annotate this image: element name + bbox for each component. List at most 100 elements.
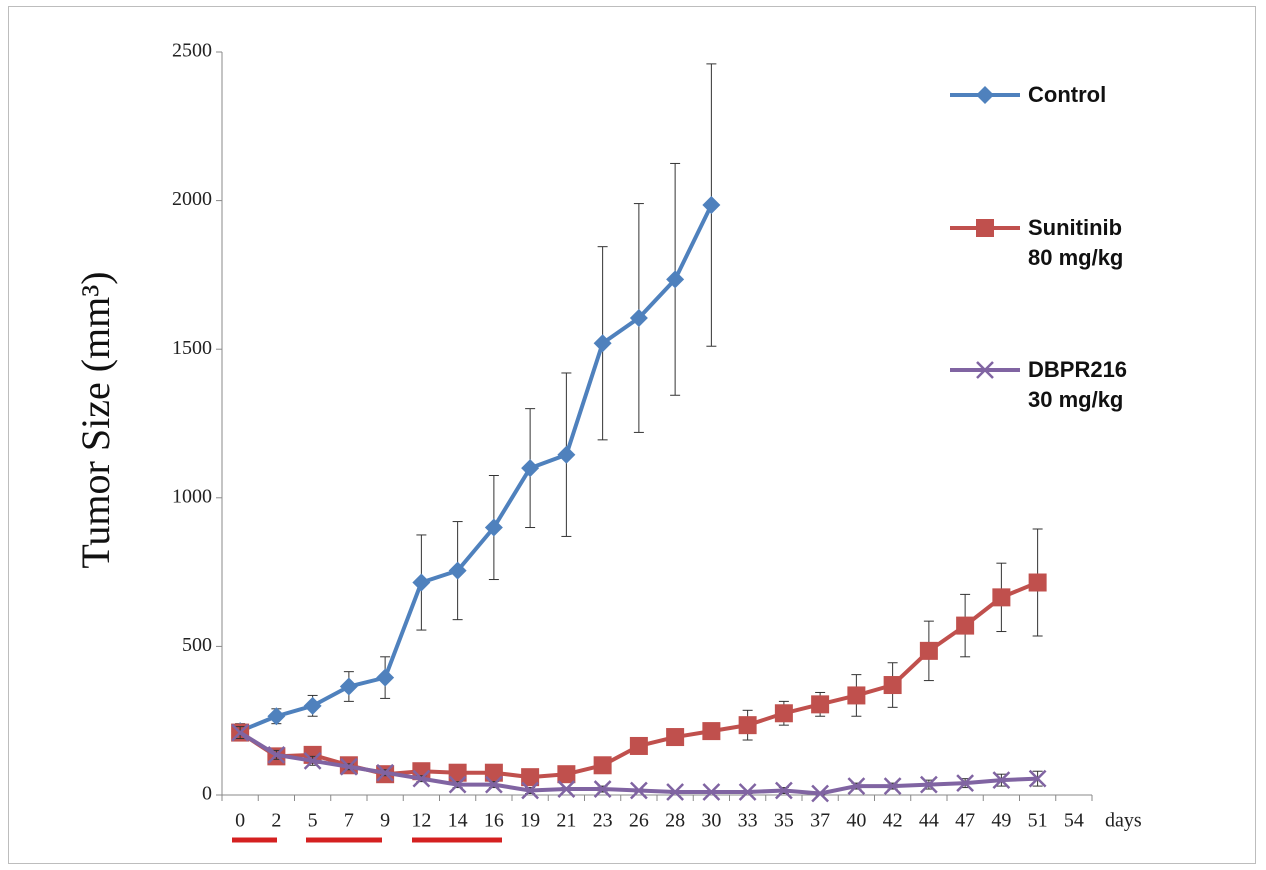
x-tick-label: 40 [846, 810, 866, 832]
x-tick-label: 0 [235, 810, 245, 832]
x-tick-label: 42 [883, 810, 903, 832]
marker [339, 757, 358, 776]
x-tick-label: 12 [411, 810, 431, 832]
marker [919, 775, 938, 794]
y-tick-label: 2000 [172, 188, 212, 210]
marker [593, 756, 612, 775]
legend-swatch [950, 219, 1020, 237]
legend-swatch [950, 86, 1020, 104]
marker [267, 707, 286, 726]
series [231, 528, 1047, 787]
x-tick-label: 44 [919, 810, 939, 832]
marker [847, 686, 866, 705]
x-tick-label: 37 [810, 810, 830, 832]
marker [376, 668, 395, 687]
marker [629, 736, 648, 755]
marker [666, 783, 685, 801]
marker [702, 722, 721, 741]
marker [231, 723, 250, 742]
marker [557, 445, 576, 464]
x-axis-label: days [1105, 810, 1142, 832]
x-tick-label: 9 [380, 810, 390, 832]
marker [976, 219, 994, 237]
y-tick-label: 500 [182, 634, 212, 656]
marker [883, 777, 902, 795]
marker [883, 676, 902, 695]
marker [666, 270, 685, 289]
x-tick-label: 16 [484, 810, 504, 832]
legend-item: Sunitinib 80 mg/kg [950, 213, 1123, 273]
marker [339, 677, 358, 696]
marker [992, 588, 1011, 607]
legend-item: DBPR216 30 mg/kg [950, 355, 1127, 415]
x-tick-label: 33 [738, 810, 758, 832]
marker [811, 695, 830, 714]
legend-item: Control [950, 80, 1106, 110]
marker [629, 308, 648, 327]
marker [702, 783, 721, 801]
y-tick-label: 1500 [172, 337, 212, 359]
x-tick-label: 5 [308, 810, 318, 832]
marker [484, 518, 503, 537]
marker [557, 780, 576, 798]
marker [448, 763, 467, 782]
marker [919, 641, 938, 660]
y-axis-label: Tumor Size (mm³) [73, 271, 118, 568]
x-tick-label: 47 [955, 810, 975, 832]
marker [666, 728, 685, 747]
marker [303, 751, 322, 770]
marker [593, 334, 612, 353]
marker [376, 763, 395, 782]
marker [976, 86, 994, 104]
series-line [239, 204, 714, 733]
x-tick-label: 19 [520, 810, 540, 832]
marker [303, 696, 322, 715]
x-tick-label: 2 [271, 810, 281, 832]
legend-swatch [950, 361, 1020, 379]
marker [1028, 769, 1047, 788]
marker [448, 775, 467, 794]
marker [267, 745, 286, 764]
marker [738, 716, 757, 735]
marker [774, 781, 793, 800]
marker [521, 768, 540, 787]
marker [557, 765, 576, 784]
marker [976, 361, 994, 379]
marker [774, 704, 793, 723]
x-tick-label: 21 [556, 810, 576, 832]
x-tick-label: 51 [1028, 810, 1048, 832]
marker [956, 616, 975, 635]
y-tick-label: 2500 [172, 40, 212, 62]
y-tick-label: 0 [202, 783, 212, 805]
x-tick-label: 35 [774, 810, 794, 832]
series [231, 723, 1047, 803]
marker [956, 774, 975, 792]
legend-label: Control [1028, 82, 1107, 107]
marker [847, 777, 866, 795]
marker [484, 763, 503, 782]
marker [412, 769, 431, 788]
x-tick-label: 14 [448, 810, 468, 832]
x-tick-label: 23 [593, 810, 613, 832]
marker [811, 784, 830, 803]
marker [484, 775, 503, 794]
legend-label: DBPR216 30 mg/kg [1028, 357, 1128, 412]
x-tick-label: 7 [344, 810, 354, 832]
marker [593, 780, 612, 798]
x-tick-label: 26 [629, 810, 649, 832]
marker [738, 783, 757, 801]
marker [702, 196, 721, 215]
marker [521, 459, 540, 478]
marker [992, 771, 1011, 790]
frame [8, 6, 1256, 864]
marker [629, 781, 648, 800]
series [231, 63, 721, 741]
x-tick-label: 54 [1064, 810, 1084, 832]
y-tick-label: 1000 [172, 485, 212, 507]
marker [1028, 573, 1047, 592]
marker [521, 781, 540, 800]
legend-label: Sunitinib 80 mg/kg [1028, 215, 1124, 270]
x-tick-label: 30 [701, 810, 721, 832]
